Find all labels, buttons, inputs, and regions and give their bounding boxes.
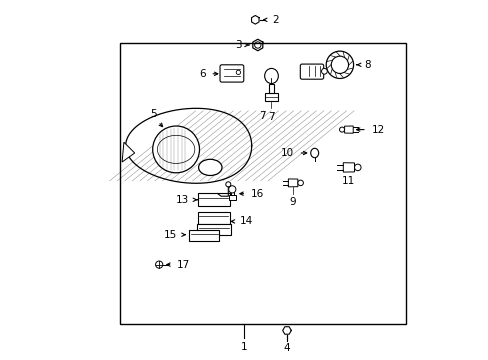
Polygon shape [282, 327, 291, 334]
Text: 10: 10 [280, 148, 293, 158]
Circle shape [339, 127, 344, 132]
Circle shape [225, 182, 230, 187]
Circle shape [155, 261, 163, 268]
Text: 14: 14 [240, 216, 253, 226]
Bar [197, 224, 230, 235]
Text: 5: 5 [150, 109, 157, 119]
Polygon shape [343, 163, 354, 172]
Text: 13: 13 [176, 195, 189, 205]
Text: 7: 7 [267, 112, 274, 122]
Text: 8: 8 [364, 60, 370, 70]
Text: 4: 4 [283, 343, 290, 353]
Polygon shape [125, 108, 251, 183]
Bar [228, 195, 235, 200]
Circle shape [236, 70, 240, 75]
Text: 17: 17 [177, 260, 190, 270]
Bar [197, 212, 230, 224]
Circle shape [297, 180, 303, 186]
Text: 1: 1 [241, 342, 247, 352]
Polygon shape [288, 179, 297, 187]
Text: 6: 6 [199, 69, 205, 79]
Circle shape [228, 186, 235, 193]
Circle shape [330, 56, 348, 73]
Text: 9: 9 [289, 197, 296, 207]
Polygon shape [344, 126, 352, 133]
Polygon shape [122, 142, 134, 162]
Text: 2: 2 [272, 15, 279, 25]
Text: 11: 11 [342, 176, 355, 186]
Text: 15: 15 [163, 230, 177, 240]
Text: 3: 3 [235, 40, 241, 50]
Bar [120, 43, 406, 324]
Circle shape [152, 126, 199, 173]
Circle shape [321, 68, 326, 74]
Ellipse shape [264, 68, 278, 84]
Polygon shape [252, 39, 262, 51]
Text: 7: 7 [259, 111, 265, 121]
Ellipse shape [198, 159, 222, 176]
Bar [188, 230, 219, 241]
Text: 12: 12 [371, 125, 384, 135]
Circle shape [254, 42, 261, 48]
Circle shape [354, 164, 360, 171]
Ellipse shape [310, 148, 318, 158]
Polygon shape [251, 15, 259, 24]
Text: 16: 16 [250, 189, 264, 199]
Bar [197, 193, 230, 206]
Circle shape [325, 51, 353, 78]
FancyBboxPatch shape [220, 65, 244, 82]
FancyBboxPatch shape [300, 64, 323, 79]
Bar [264, 93, 278, 101]
Bar [268, 84, 273, 93]
